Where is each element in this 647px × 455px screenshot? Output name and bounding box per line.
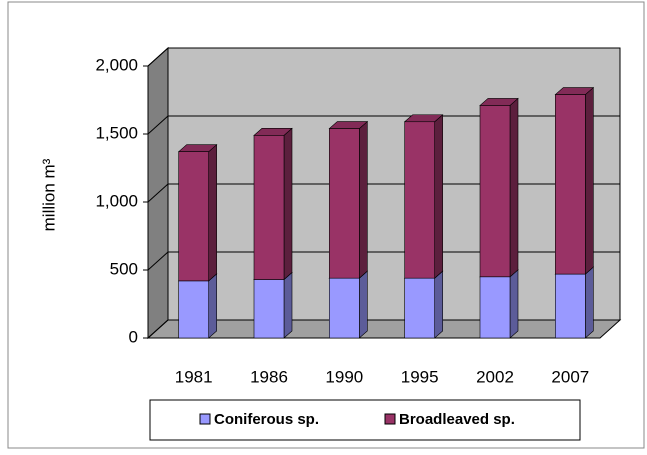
bar-side	[283, 127, 293, 281]
legend-swatch	[199, 413, 211, 425]
bar	[253, 135, 285, 280]
y-tick-label: 1,500	[95, 123, 138, 142]
y-axis-label: million m³	[39, 158, 58, 231]
grid-line-side	[147, 251, 169, 271]
x-tick-label: 1995	[401, 367, 439, 386]
legend-label: Coniferous sp.	[214, 411, 319, 428]
bar	[178, 280, 209, 339]
bar	[555, 273, 586, 339]
grid-line-side	[147, 115, 169, 135]
y-tick-label: 1,000	[95, 191, 138, 210]
bar-side	[359, 120, 368, 279]
bar-side	[585, 266, 594, 339]
bar	[404, 277, 435, 339]
bar-side	[208, 144, 217, 282]
bar	[178, 151, 209, 282]
floor	[146, 319, 622, 339]
x-tick-label: 1986	[250, 367, 288, 386]
bar-side	[509, 97, 519, 278]
bar-side	[585, 86, 594, 275]
bar	[329, 128, 360, 279]
bar-side	[509, 269, 519, 339]
bar-side	[434, 270, 443, 339]
bar	[479, 105, 511, 278]
bar-side	[434, 114, 443, 279]
bar	[404, 121, 435, 279]
grid-line-side	[147, 319, 169, 339]
bar	[329, 277, 360, 339]
legend-label: Broadleaved sp.	[399, 411, 515, 428]
bar	[253, 279, 285, 339]
y-tick-label: 2,000	[95, 55, 138, 74]
y-tick-label: 500	[110, 259, 138, 278]
x-tick-label: 1981	[175, 367, 213, 386]
bar	[479, 276, 511, 339]
legend-swatch	[384, 413, 396, 425]
x-tick-label: 2007	[551, 367, 589, 386]
legend-box	[149, 399, 581, 441]
x-tick-label: 2002	[476, 367, 514, 386]
bar-side	[208, 273, 217, 339]
bar-side	[359, 270, 368, 339]
bar	[555, 94, 586, 275]
bar-side	[283, 271, 293, 339]
grid-line-side	[147, 183, 169, 203]
x-tick-label: 1990	[325, 367, 363, 386]
grid-line-side	[147, 47, 169, 67]
y-tick-label: 0	[129, 327, 138, 346]
